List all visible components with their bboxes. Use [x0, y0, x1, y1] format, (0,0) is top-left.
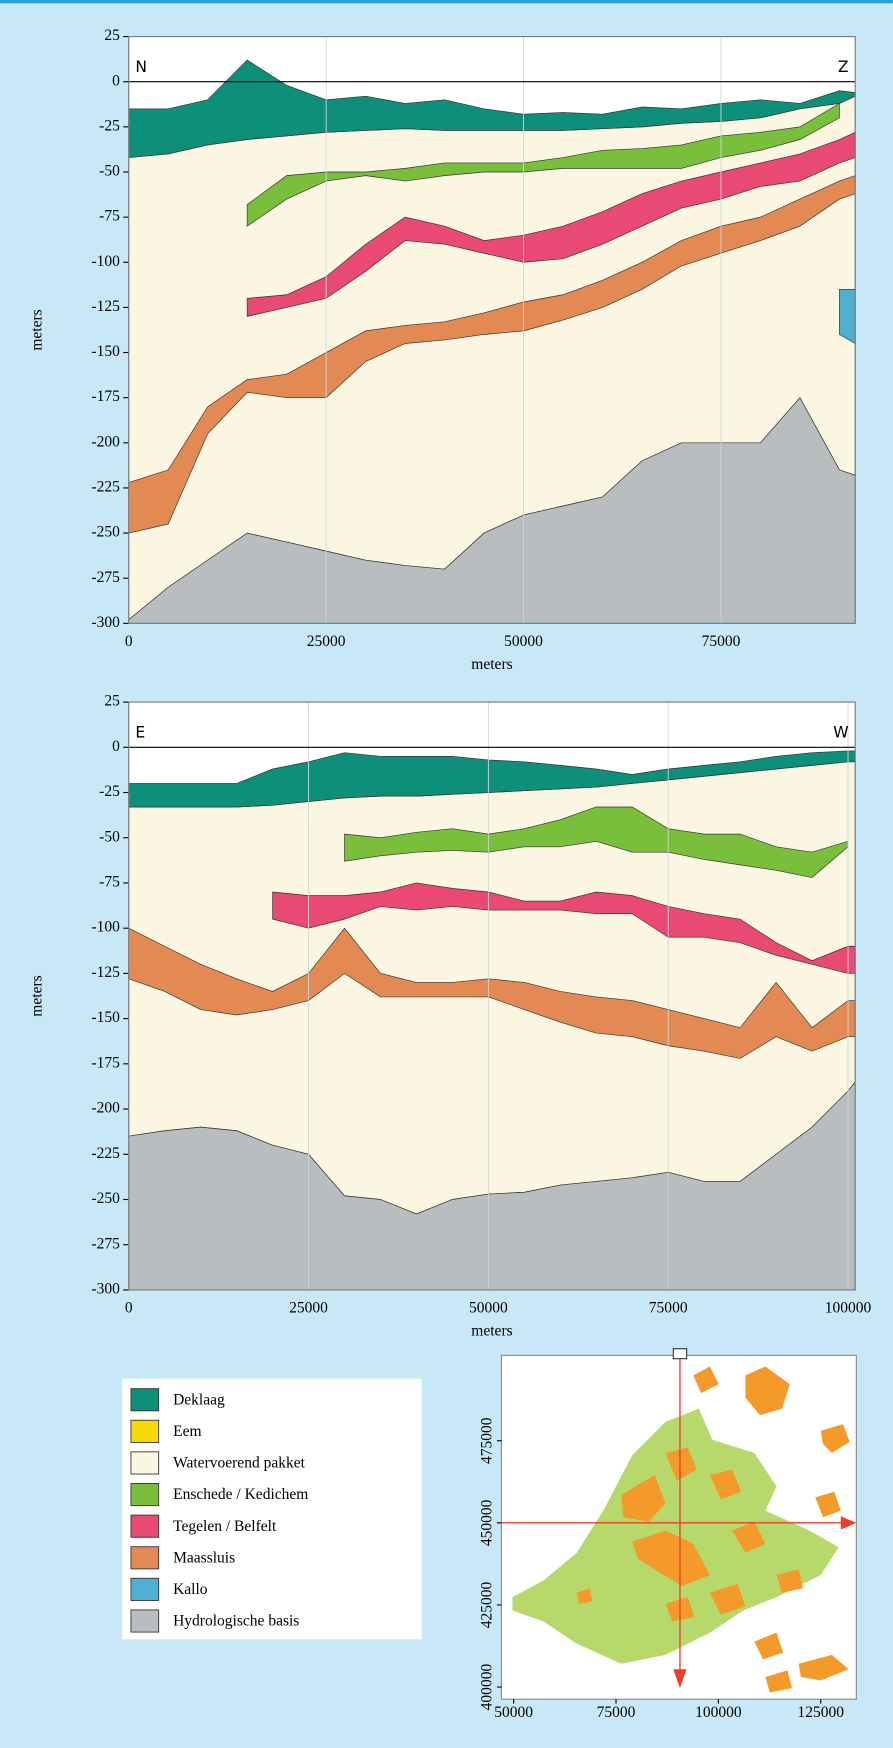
y-tick-label: 450000 [479, 1499, 496, 1546]
y-tick-label: -275 [91, 569, 120, 586]
map-urban [576, 1366, 850, 1693]
legend-swatch [130, 1577, 160, 1601]
y-tick-label: -75 [99, 874, 120, 891]
section-marker [672, 1348, 688, 1360]
layer-area [839, 289, 856, 345]
legend-box [122, 1378, 422, 1640]
layer-area [246, 102, 840, 227]
legend-label: Tegelen / Belfelt [173, 1518, 277, 1535]
x-tick-label: 50000 [469, 1299, 508, 1316]
x-tick-label: 100000 [825, 1299, 872, 1316]
y-tick-label: -225 [91, 1145, 120, 1162]
legend-label: Deklaag [173, 1391, 225, 1408]
y-tick-label: -250 [91, 1190, 120, 1207]
y-tick-label: 25 [104, 27, 120, 44]
x-axis-label: meters [471, 656, 512, 673]
y-tick-label: -300 [91, 1280, 120, 1297]
y-tick-label: 400000 [479, 1664, 496, 1711]
y-tick-label: -100 [91, 919, 120, 936]
legend-label: Watervoerend pakket [173, 1455, 306, 1472]
x-tick-label: 125000 [797, 1704, 844, 1721]
y-tick-label: -150 [91, 1009, 120, 1026]
y-tick-label: -75 [99, 208, 120, 225]
y-tick-label: -100 [91, 253, 120, 270]
corner-label: E [135, 724, 145, 742]
x-tick-label: 75000 [702, 633, 741, 650]
legend-swatch [130, 1609, 160, 1633]
y-tick-label: -25 [99, 117, 120, 134]
top-border [0, 0, 893, 4]
x-tick-label: 100000 [695, 1704, 742, 1721]
y-tick-label: -200 [91, 1100, 120, 1117]
y-tick-label: -250 [91, 524, 120, 541]
x-tick-label: 75000 [649, 1299, 688, 1316]
y-tick-label: 475000 [479, 1417, 496, 1464]
legend-label: Kallo [173, 1581, 208, 1598]
x-tick-label: 50000 [504, 633, 543, 650]
x-tick-label: 75000 [597, 1704, 636, 1721]
legend-label: Eem [173, 1423, 201, 1440]
x-axis-label: meters [471, 1323, 512, 1340]
corner-label: W [833, 724, 848, 742]
legend-swatch [130, 1419, 160, 1443]
y-tick-label: -125 [91, 298, 120, 315]
map [500, 1348, 857, 1700]
legend-swatch [130, 1514, 160, 1538]
x-tick-label: 25000 [289, 1299, 328, 1316]
y-tick-label: -50 [99, 163, 120, 180]
x-tick-label: 0 [125, 633, 133, 650]
plot-frame [128, 701, 856, 1291]
y-tick-label: -25 [99, 783, 120, 800]
y-tick-label: 425000 [479, 1581, 496, 1628]
x-tick-label: 0 [125, 1299, 133, 1316]
y-tick-label: 0 [112, 72, 120, 89]
x-tick-label: 50000 [494, 1704, 533, 1721]
y-tick-label: 0 [112, 738, 120, 755]
plot-frame [128, 36, 856, 624]
legend-swatch [130, 1451, 160, 1475]
y-tick-label: -300 [91, 614, 120, 631]
y-axis-label: meters [28, 975, 45, 1016]
y-tick-label: -275 [91, 1235, 120, 1252]
legend-label: Maassluis [173, 1549, 235, 1566]
y-tick-label: -125 [91, 964, 120, 981]
y-tick-label: -200 [91, 433, 120, 450]
y-tick-label: -225 [91, 478, 120, 495]
y-tick-label: -50 [99, 828, 120, 845]
legend-swatch [130, 1483, 160, 1507]
x-tick-label: 25000 [307, 633, 346, 650]
y-tick-label: 25 [104, 693, 120, 710]
legend-label: Enschede / Kedichem [173, 1486, 308, 1503]
legend-swatch [130, 1388, 160, 1412]
y-tick-label: -150 [91, 343, 120, 360]
section-arrow [840, 1516, 857, 1530]
legend-label: Hydrologische basis [173, 1613, 299, 1630]
corner-label: N [135, 58, 147, 76]
y-axis-label: meters [28, 309, 45, 350]
y-tick-label: -175 [91, 388, 120, 405]
section-arrow [673, 1669, 687, 1689]
y-tick-label: -175 [91, 1054, 120, 1071]
corner-label: Z [838, 58, 849, 76]
legend-swatch [130, 1546, 160, 1570]
